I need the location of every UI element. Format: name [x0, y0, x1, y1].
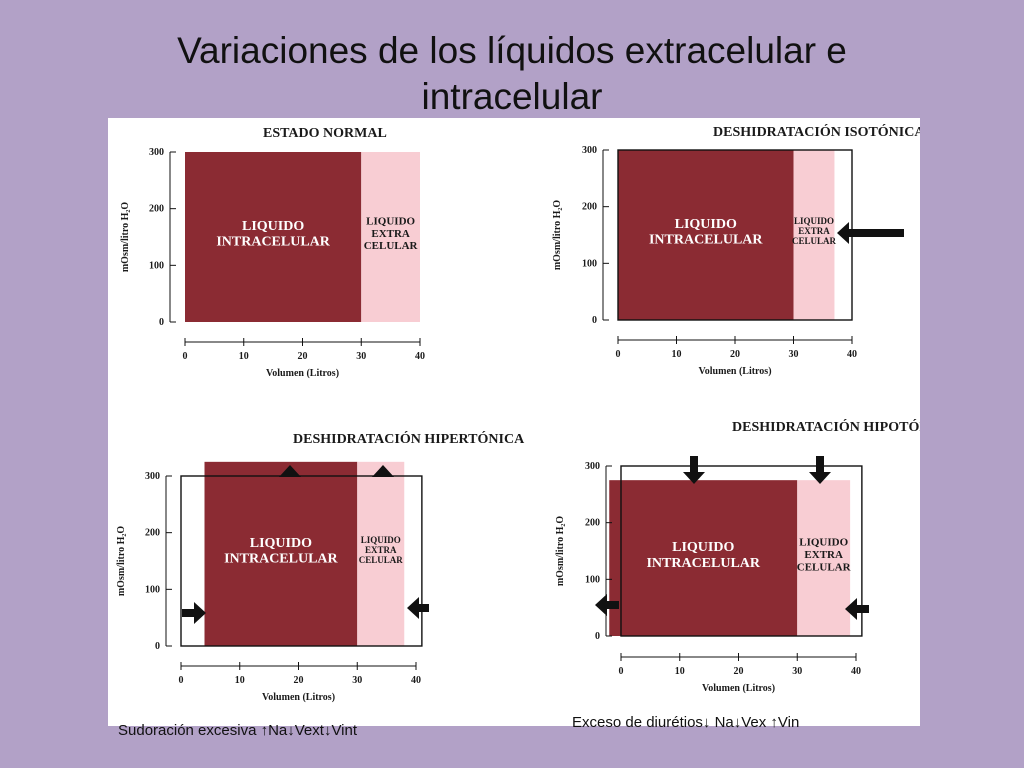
y-tick-label: 0 [159, 317, 164, 328]
y-tick-label: 200 [149, 204, 164, 215]
intracellular-region [204, 461, 358, 646]
x-axis-label: Volumen (Litros) [266, 368, 339, 379]
hypotonic-intra-expand-arrow [595, 594, 619, 616]
x-tick-label: 10 [235, 675, 245, 686]
chart-panel-4: DESHIDRATACIÓN HIPOTÓNICA0100200300mOsm/… [555, 418, 920, 694]
hypertonic-intra-shrink-arrow [182, 602, 206, 624]
intracellular-region [185, 152, 362, 322]
x-tick-label: 40 [411, 675, 421, 686]
x-tick-label: 10 [672, 349, 682, 360]
x-tick-label: 20 [298, 351, 308, 362]
chart-title: ESTADO NORMAL [263, 126, 387, 141]
y-tick-label: 300 [145, 471, 160, 482]
x-tick-label: 0 [616, 349, 621, 360]
x-tick-label: 10 [675, 666, 685, 677]
x-tick-label: 20 [734, 666, 744, 677]
extracellular-region [357, 461, 405, 646]
intracellular-region [618, 150, 794, 320]
hypotonic-extra-shrink-arrow [845, 598, 869, 620]
chart-title: DESHIDRATACIÓN HIPERTÓNICA [293, 430, 525, 447]
y-tick-label: 200 [145, 528, 160, 539]
extracellular-label: LIQUIDO EXTRA CELULAR [364, 216, 419, 253]
extracellular-region [793, 150, 835, 320]
x-tick-label: 30 [352, 675, 362, 686]
extracellular-label: LIQUIDO EXTRA CELULAR [792, 216, 837, 246]
hypotonic-osm-down-arrow-intra [683, 456, 705, 484]
x-tick-label: 20 [294, 675, 304, 686]
y-axis-label: mOsm/litro H₂O [552, 200, 563, 271]
x-tick-label: 30 [356, 351, 366, 362]
y-axis-label: mOsm/litro H₂O [116, 526, 127, 597]
y-axis-label: mOsm/litro H₂O [555, 516, 566, 587]
y-axis-label: mOsm/litro H₂O [120, 202, 131, 273]
normal-state-outline [620, 465, 863, 637]
y-tick-label: 0 [595, 631, 600, 642]
x-axis-label: Volumen (Litros) [702, 683, 775, 694]
caption-hypotonic: Exceso de diurétios↓ Na↓Vex ↑Vin [572, 714, 800, 731]
x-axis-label: Volumen (Litros) [262, 692, 335, 703]
x-tick-label: 10 [239, 351, 249, 362]
extracellular-region [797, 480, 851, 636]
slide-title-line1: Variaciones de los líquidos extracelular… [177, 30, 847, 71]
diagram-panel: ESTADO NORMAL 0 100 200 300 mOsm/litro H₂O 0 10… [108, 118, 920, 726]
chart-panel-3: DESHIDRATACIÓN HIPERTÓNICA0100200300mOsm… [116, 430, 525, 703]
normal-state-outline [180, 475, 423, 647]
x-tick-label: 40 [415, 351, 425, 362]
x-tick-label: 20 [730, 349, 740, 360]
y-tick-label: 100 [585, 574, 600, 585]
intracellular-label: LIQUIDO INTRACELULAR [649, 217, 763, 248]
y-tick-label: 300 [582, 145, 597, 156]
x-axis-label: Volumen (Litros) [698, 366, 771, 377]
intracellular-label: LIQUIDO INTRACELULAR [646, 540, 760, 571]
intracellular-label: LIQUIDO INTRACELULAR [216, 219, 330, 250]
hypotonic-osm-down-arrow-extra [809, 456, 831, 484]
slide-title-line2: intracelular [421, 76, 603, 117]
x-tick-label: 0 [183, 351, 188, 362]
intracellular-region [609, 480, 798, 636]
hypertonic-osm-up-arrow-extra [372, 465, 394, 477]
extracellular-label: LIQUIDO EXTRA CELULAR [359, 535, 404, 565]
chart-panel-2: DESHIDRATACIÓN ISOTÓNICA0100200300mOsm/l… [552, 123, 920, 377]
y-tick-label: 300 [149, 147, 164, 158]
x-tick-label: 30 [789, 349, 799, 360]
slide-title: Variaciones de los líquidos extracelular… [0, 28, 1024, 120]
chart-title: DESHIDRATACIÓN ISOTÓNICA [713, 123, 920, 140]
y-tick-label: 300 [585, 461, 600, 472]
x-tick-label: 40 [847, 349, 857, 360]
x-tick-label: 30 [792, 666, 802, 677]
x-tick-label: 0 [179, 675, 184, 686]
y-tick-label: 200 [585, 518, 600, 529]
chart-panel-1: ESTADO NORMAL 0 100 200 300 mOsm/litro H₂O 0 10… [120, 126, 425, 379]
intracellular-label: LIQUIDO INTRACELULAR [224, 536, 338, 567]
y-tick-label: 100 [582, 258, 597, 269]
caption-hypertonic: Sudoración excesiva ↑Na↓Vext↓Vint [118, 722, 358, 739]
hypertonic-extra-shrink-arrow [407, 597, 429, 619]
y-tick-label: 100 [149, 260, 164, 271]
x-tick-label: 40 [851, 666, 861, 677]
y-tick-label: 200 [582, 202, 597, 213]
y-tick-label: 0 [155, 641, 160, 652]
extracellular-region [361, 152, 420, 322]
x-tick-label: 0 [619, 666, 624, 677]
extracellular-label: LIQUIDO EXTRA CELULAR [797, 537, 852, 574]
hypertonic-osm-up-arrow-intra [279, 465, 301, 477]
y-tick-label: 100 [145, 584, 160, 595]
y-tick-label: 0 [592, 315, 597, 326]
chart-title: DESHIDRATACIÓN HIPOTÓNICA [732, 418, 920, 435]
isotonic-volume-loss-arrow [837, 222, 904, 244]
